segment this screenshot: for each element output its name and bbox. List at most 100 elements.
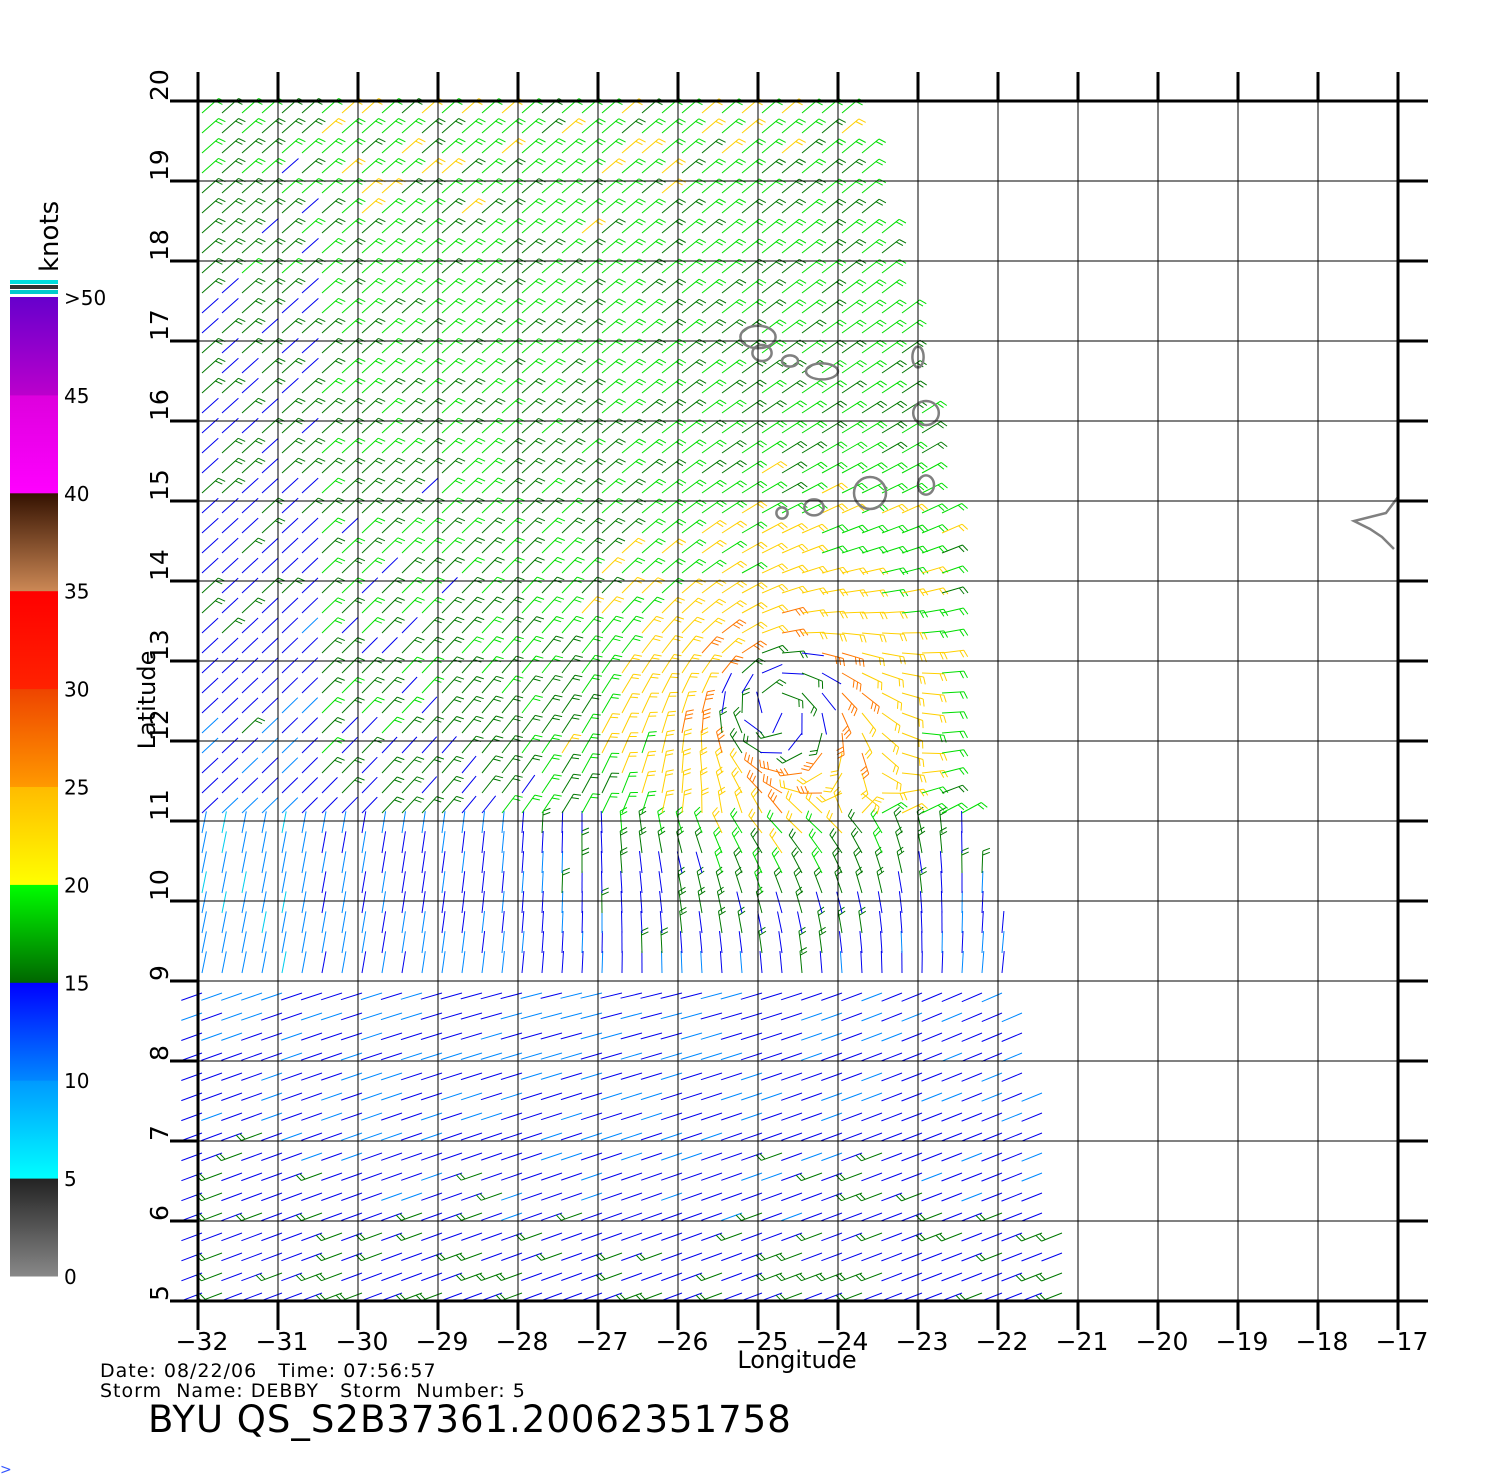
wind-barb-flag (758, 138, 766, 143)
wind-barb (320, 992, 343, 1001)
wind-barb-flag (337, 697, 345, 701)
wind-barb (861, 1152, 883, 1162)
wind-barb-flag (499, 1293, 506, 1300)
wind-barb (561, 138, 580, 154)
wind-barb-flag (695, 1274, 702, 1281)
wind-barb-flag (852, 830, 859, 838)
wind-barb-flag (416, 756, 425, 760)
wind-barb (540, 1052, 563, 1060)
wind-barb-flag (901, 503, 909, 510)
wind-barb (321, 1252, 343, 1262)
wind-barb (741, 379, 761, 394)
wind-barb-flag (318, 397, 326, 402)
wind-barb-flag (578, 218, 586, 223)
wind-barb (560, 1032, 583, 1040)
wind-barb-flag (695, 580, 703, 586)
wind-barb (541, 774, 555, 794)
wind-barb (461, 931, 466, 954)
wind-barb-flag (539, 1253, 546, 1260)
wind-barb-flag (513, 678, 521, 682)
wind-barb (560, 1012, 583, 1020)
wind-barb-flag (715, 241, 723, 246)
wind-barb (729, 754, 743, 774)
wind-barb (281, 831, 287, 854)
wind-barb-flag (799, 608, 805, 615)
wind-barb-flag (554, 520, 563, 525)
wind-barb-flag (736, 482, 744, 488)
wind-barb-flag (495, 360, 503, 365)
wind-barb-flag (575, 220, 583, 226)
wind-barb (661, 711, 669, 734)
wind-barb (600, 1112, 623, 1121)
wind-barb-flag (731, 731, 738, 739)
wind-barb-flag (199, 1253, 206, 1260)
wind-barb (421, 1192, 443, 1201)
wind-barb-flag (378, 277, 386, 283)
wind-barb-flag (776, 422, 784, 428)
wind-barb (1021, 1192, 1043, 1202)
wind-barb (341, 1092, 363, 1101)
wind-barb (241, 437, 259, 454)
wind-barb (581, 138, 600, 154)
wind-barb (361, 537, 379, 554)
wind-barb (721, 1292, 743, 1302)
wind-barb (861, 259, 880, 274)
wind-barb (261, 118, 279, 134)
wind-barb (261, 617, 279, 634)
wind-barb-flag (878, 138, 886, 143)
wind-barb (699, 931, 703, 954)
wind-barb (781, 118, 800, 134)
wind-barb-flag (779, 756, 787, 762)
wind-barb-flag (337, 657, 345, 661)
wind-barb (741, 198, 760, 214)
wind-barb (361, 871, 367, 894)
wind-barb (281, 1092, 303, 1101)
wind-barb (581, 674, 595, 694)
wind-barb-flag (615, 500, 623, 505)
wind-barb-flag (700, 771, 708, 776)
wind-barb-flag (666, 789, 675, 792)
wind-barb-flag (654, 654, 662, 657)
wind-barb-flag (295, 400, 303, 405)
wind-barb (301, 831, 307, 854)
wind-barb (501, 138, 519, 154)
wind-barb-flag (435, 320, 443, 325)
wind-barb-flag (716, 482, 724, 488)
wind-barb (481, 851, 485, 874)
wind-barb (301, 777, 319, 794)
wind-barb (341, 617, 359, 634)
wind-barb (772, 712, 783, 734)
wind-barb-flag (358, 198, 366, 203)
wind-barb-flag (734, 710, 741, 717)
wind-barb (641, 712, 651, 734)
wind-barb-flag (518, 278, 526, 283)
wind-barb (440, 1072, 463, 1081)
wind-barb (901, 1032, 923, 1042)
wind-barb (521, 911, 525, 934)
wind-barb (801, 158, 820, 174)
wind-barb (321, 138, 339, 154)
wind-barb-flag (958, 546, 965, 553)
wind-barb-flag (835, 141, 843, 146)
wind-barb-flag (755, 201, 763, 206)
wind-barb-flag (756, 361, 764, 367)
wind-barb (941, 1132, 963, 1142)
wind-barb (561, 1292, 583, 1302)
wind-barb (821, 299, 840, 314)
wind-barb-flag (534, 734, 543, 738)
wind-barb-flag (397, 716, 405, 721)
wind-barb-flag (841, 482, 848, 489)
wind-barb-flag (494, 559, 502, 564)
wind-barb (521, 1232, 543, 1241)
wind-barb-flag (839, 589, 845, 597)
wind-barb (744, 759, 763, 774)
wind-barb (821, 118, 840, 134)
wind-barb-flag (571, 717, 580, 720)
wind-barb-flag (598, 198, 606, 203)
wind-barb-flag (478, 218, 486, 223)
wind-barb (821, 792, 843, 803)
wind-barb (341, 417, 359, 434)
wind-barb (361, 796, 378, 814)
wind-barb (381, 377, 399, 394)
wind-barb (281, 537, 299, 554)
